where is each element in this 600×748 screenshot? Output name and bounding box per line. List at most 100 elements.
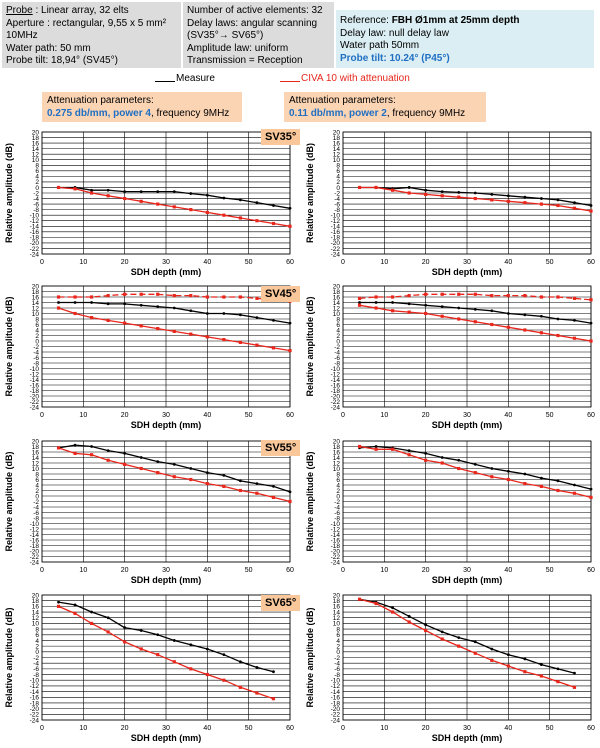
data-point-civa (556, 680, 560, 684)
plot-frame (342, 285, 592, 408)
x-tick-label: 40 (203, 259, 211, 266)
y-tick-label: -2 (33, 655, 39, 662)
data-point-civa (73, 611, 77, 616)
data-point-civa (271, 495, 276, 499)
plot-frame (41, 131, 291, 255)
y-tick-label: 4 (35, 638, 39, 645)
x-tick-label: 60 (587, 259, 595, 266)
y-axis-label: Relative amplitude (dB) (4, 451, 14, 551)
data-point-civa (73, 451, 77, 455)
probe-tilt-2-line: Probe tilt: 10.24° (P45°) (340, 52, 450, 64)
data-point-civa (90, 621, 94, 626)
y-tick-label: -14 (331, 224, 341, 231)
y-tick-label: -14 (30, 532, 40, 539)
data-point-civa-no-attenuation (506, 294, 510, 298)
series-line-measure (359, 445, 592, 490)
series-line-civa (58, 447, 291, 503)
x-tick-label: 10 (380, 725, 388, 732)
y-tick-label: 16 (32, 449, 40, 456)
data-point-measure (255, 316, 259, 320)
attenuation-right: Attenuation parameters: 0.11 db/mm, powe… (284, 92, 486, 122)
data-point-civa (172, 660, 176, 664)
data-point-civa (424, 628, 428, 633)
y-tick-label: -24 (30, 559, 40, 566)
data-point-civa (473, 196, 477, 201)
y-tick-label: -10 (331, 366, 341, 373)
y-tick-label: 6 (336, 168, 340, 175)
transmission-line: Transmission = Reception (187, 55, 303, 66)
data-point-measure (490, 192, 494, 196)
y-tick-label: -6 (33, 510, 39, 517)
x-tick-label: 0 (40, 259, 44, 266)
y-tick-label: -16 (331, 229, 341, 236)
y-tick-label: -22 (30, 554, 40, 561)
y-tick-label: 12 (32, 151, 40, 158)
x-axis-label: SDH depth (mm) (131, 733, 202, 743)
y-tick-label: -2 (334, 344, 340, 351)
y-tick-label: 20 (333, 129, 341, 136)
data-point-measure (73, 603, 77, 607)
y-tick-label: 20 (32, 283, 40, 290)
data-point-civa-no-attenuation (56, 295, 61, 299)
data-point-civa (238, 340, 242, 344)
y-tick-label: -4 (33, 196, 39, 203)
amplitude-law-line: Amplitude law: uniform (187, 42, 289, 54)
tag-sv45: SV45° (261, 286, 301, 302)
data-point-civa (391, 188, 395, 192)
data-point-civa (139, 324, 143, 328)
data-point-measure (189, 643, 193, 647)
legend-civa: CIVA 10 with attenuation (280, 73, 410, 84)
series-line-civa (58, 605, 274, 700)
data-point-measure (272, 484, 275, 488)
reference-line: Reference: FBH Ø1mm at 25mm depth (340, 15, 590, 28)
frequency-line: 10MHz (6, 30, 38, 41)
x-tick-label: 40 (504, 412, 512, 419)
y-tick-label: -2 (334, 499, 340, 506)
data-point-civa (172, 475, 176, 479)
data-point-civa-no-attenuation (106, 294, 110, 298)
data-point-civa (222, 678, 226, 682)
data-point-civa (523, 670, 527, 674)
x-tick-label: 20 (121, 725, 129, 732)
data-point-measure (407, 449, 411, 453)
y-tick-label: -6 (33, 666, 39, 673)
y-tick-label: -16 (30, 695, 40, 702)
series-line-civa (58, 307, 291, 352)
data-point-measure (255, 482, 259, 486)
data-point-civa-no-attenuation (490, 294, 494, 298)
x-tick-label: 60 (286, 725, 294, 732)
data-point-civa (357, 303, 362, 307)
series-line-civa-no-attenuation (58, 293, 291, 302)
x-tick-label: 60 (587, 567, 595, 574)
data-point-measure (272, 318, 275, 322)
data-point-measure (540, 476, 543, 480)
y-tick-label: -10 (331, 678, 341, 685)
y-tick-label: -8 (334, 207, 340, 214)
x-tick-label: 20 (422, 259, 430, 266)
data-point-measure (189, 467, 193, 470)
y-tick-label: 12 (333, 305, 341, 312)
y-axis-label: Relative amplitude (dB) (305, 451, 315, 551)
data-point-measure (540, 663, 543, 667)
y-tick-label: -24 (331, 717, 341, 724)
y-tick-label: 20 (333, 283, 341, 290)
x-tick-label: 10 (79, 412, 87, 419)
y-tick-label: 14 (32, 455, 40, 462)
data-point-civa (391, 309, 395, 313)
y-tick-label: -10 (331, 521, 341, 528)
data-point-civa (457, 195, 461, 199)
x-tick-label: 20 (121, 259, 129, 266)
data-point-measure (272, 204, 275, 207)
data-point-measure (90, 188, 93, 192)
x-tick-label: 60 (286, 259, 294, 266)
data-point-civa (123, 196, 127, 201)
x-axis-label: SDH depth (mm) (131, 267, 202, 277)
reference-prefix: Reference: (340, 15, 392, 26)
y-tick-label: -22 (30, 246, 40, 253)
x-tick-label: 30 (463, 412, 471, 419)
y-tick-label: -16 (30, 537, 40, 544)
data-point-measure (556, 667, 560, 671)
y-tick-label: -4 (334, 349, 340, 356)
y-tick-label: 20 (32, 438, 40, 445)
y-tick-label: -20 (331, 240, 341, 247)
